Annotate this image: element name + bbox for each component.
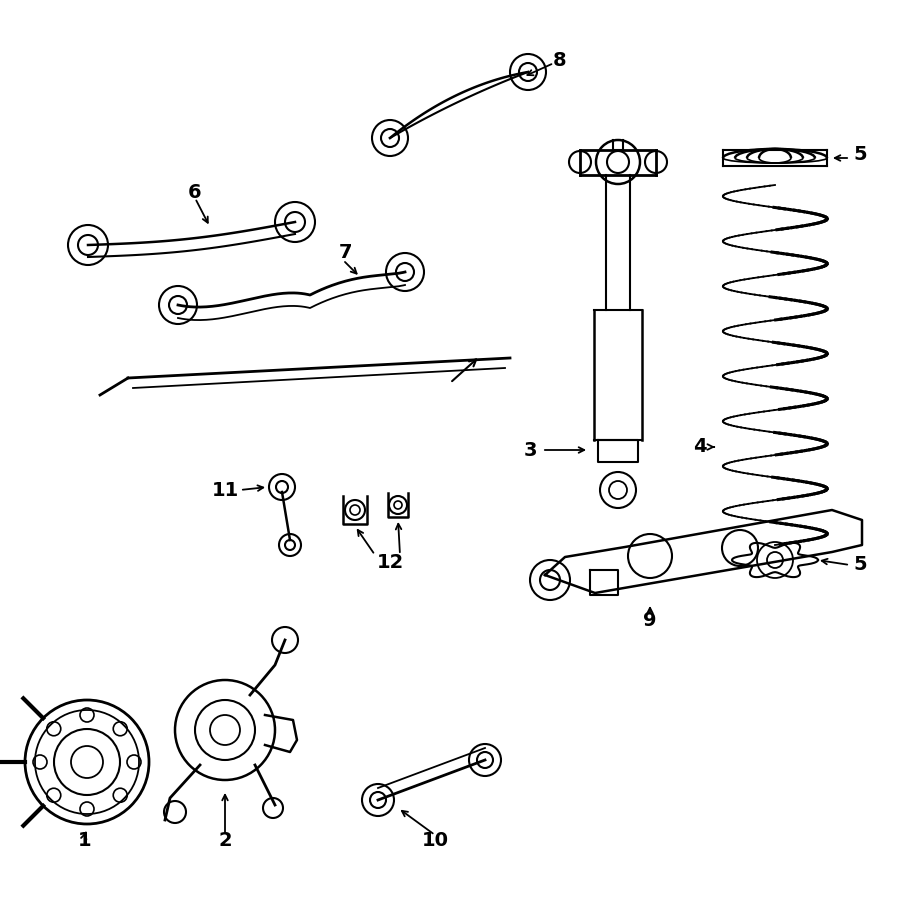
Text: 3: 3	[523, 440, 536, 460]
Text: 8: 8	[553, 50, 567, 69]
Text: 9: 9	[643, 610, 657, 629]
Text: 10: 10	[422, 831, 448, 850]
Text: 4: 4	[693, 437, 707, 456]
Text: 5: 5	[853, 555, 867, 574]
Text: 2: 2	[218, 831, 231, 850]
Text: 6: 6	[188, 183, 202, 202]
Text: 11: 11	[212, 481, 239, 500]
Text: 5: 5	[853, 146, 867, 165]
Text: 7: 7	[338, 244, 352, 263]
Text: 1: 1	[78, 831, 91, 850]
Text: 12: 12	[377, 553, 404, 572]
